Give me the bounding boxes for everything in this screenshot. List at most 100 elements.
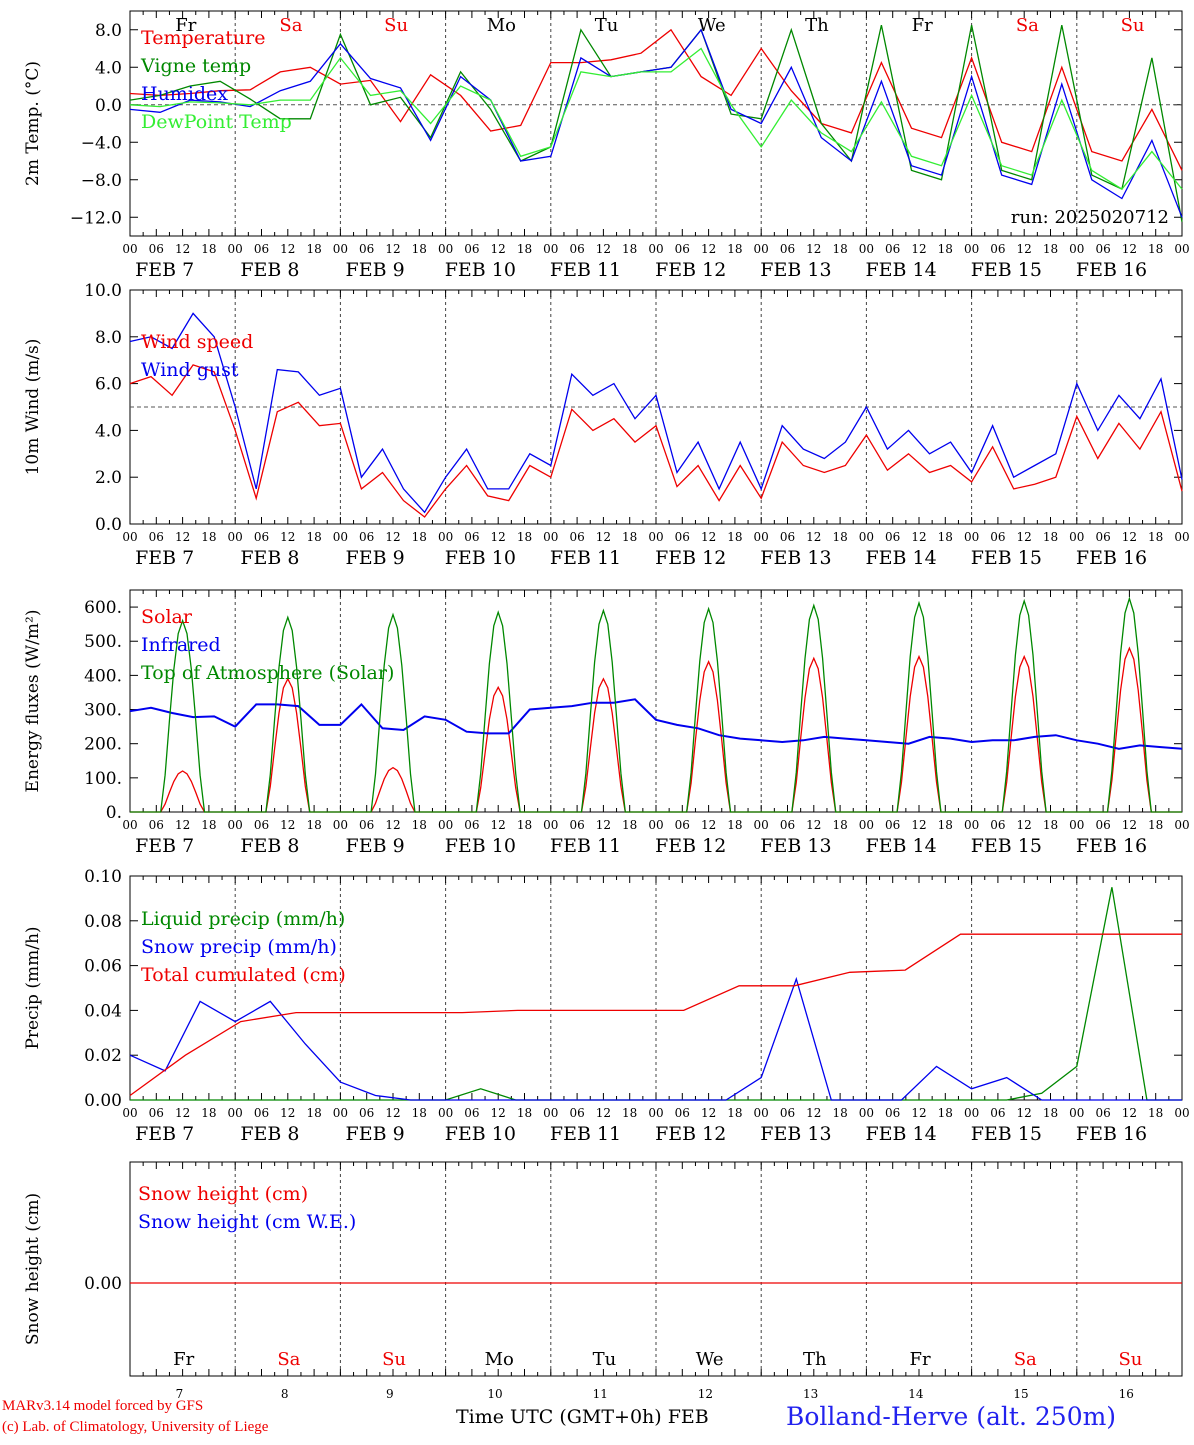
hour-tick-label: 18 — [1148, 818, 1163, 832]
y-tick-label: −12.0 — [70, 208, 122, 228]
date-label: FEB 13 — [760, 835, 831, 857]
hour-tick-label: 00 — [1069, 242, 1084, 256]
hour-tick-label: 18 — [412, 1106, 427, 1120]
hour-tick-label: 00 — [122, 242, 137, 256]
hour-tick-label: 06 — [885, 1106, 900, 1120]
hour-tick-label: 06 — [569, 818, 584, 832]
hour-tick-label: 18 — [622, 1106, 637, 1120]
y-tick-label: 100. — [84, 769, 122, 789]
hour-tick-label: 18 — [1043, 530, 1058, 544]
hour-tick-label: 18 — [1043, 242, 1058, 256]
day-name-top: Su — [384, 15, 408, 36]
hour-tick-label: 18 — [412, 818, 427, 832]
hour-tick-label: 18 — [938, 242, 953, 256]
hour-tick-label: 00 — [333, 1106, 348, 1120]
day-name-bottom: We — [696, 1349, 724, 1370]
legend-entry: Total cumulated (cm) — [141, 964, 346, 986]
legend-entry: Temperature — [141, 27, 265, 49]
hour-tick-label: 18 — [938, 1106, 953, 1120]
hour-tick-label: 12 — [491, 242, 506, 256]
hour-tick-label: 18 — [201, 818, 216, 832]
hour-tick-label: 00 — [648, 818, 663, 832]
hour-tick-label: 12 — [1017, 818, 1032, 832]
hour-tick-label: 18 — [517, 530, 532, 544]
day-name-bottom: Sa — [277, 1349, 300, 1370]
hour-tick-label: 00 — [648, 530, 663, 544]
hour-tick-label: 18 — [412, 242, 427, 256]
hour-tick-label: 12 — [1122, 242, 1137, 256]
hour-tick-label: 06 — [675, 530, 690, 544]
hour-tick-label: 06 — [990, 530, 1005, 544]
day-name-top: Sa — [279, 15, 302, 36]
hour-tick-label: 12 — [385, 1106, 400, 1120]
hour-tick-label: 06 — [149, 818, 164, 832]
hour-tick-label: 00 — [122, 530, 137, 544]
hour-tick-label: 18 — [1043, 818, 1058, 832]
day-number-label: 14 — [908, 1387, 924, 1401]
hour-tick-label: 12 — [491, 1106, 506, 1120]
hour-tick-label: 12 — [911, 1106, 926, 1120]
y-axis-label: 2m Temp. (°C) — [23, 61, 43, 186]
hour-tick-label: 00 — [228, 1106, 243, 1120]
hour-tick-label: 00 — [859, 242, 874, 256]
legend-entry: Wind gust — [141, 359, 239, 381]
hour-tick-label: 18 — [1148, 1106, 1163, 1120]
hour-tick-label: 06 — [254, 1106, 269, 1120]
hour-tick-label: 18 — [201, 1106, 216, 1120]
day-name-top: Fr — [175, 15, 196, 36]
hour-tick-label: 12 — [175, 1106, 190, 1120]
legend-entry: Vigne temp — [140, 55, 251, 77]
date-label: FEB 13 — [760, 259, 831, 281]
hour-tick-label: 18 — [832, 1106, 847, 1120]
hour-tick-label: 12 — [806, 1106, 821, 1120]
hour-tick-label: 12 — [385, 242, 400, 256]
hour-tick-label: 18 — [517, 242, 532, 256]
y-axis-label: Precip (mm/h) — [23, 926, 43, 1049]
hour-tick-label: 18 — [622, 530, 637, 544]
y-axis-label: Energy fluxes (W/m²) — [23, 610, 43, 793]
panel-1: 00 06 12 18 00 06 12 18 00 06 12 18 00 06 12 18 00 06 12 18… — [23, 10, 1190, 281]
run-label: run: 2025020712 — [1011, 207, 1169, 228]
day-name-bottom: Fr — [173, 1349, 194, 1370]
day-name-top: Mo — [487, 15, 516, 36]
date-label: FEB 11 — [550, 547, 621, 569]
day-name-top: Fr — [912, 15, 933, 36]
hour-tick-label: 06 — [464, 530, 479, 544]
total-cumulated-cm-line — [129, 933, 1182, 1097]
hour-tick-label: 00 — [333, 242, 348, 256]
day-name-top: Tu — [595, 15, 619, 36]
panel-2: 00 06 12 18 00 06 12 18 00 06 12 18 00 06 12 18 00 06 12 18… — [23, 281, 1190, 569]
y-tick-label: 0.06 — [84, 957, 122, 977]
hour-tick-label: 18 — [306, 242, 321, 256]
hour-tick-label: 12 — [806, 242, 821, 256]
day-name-bottom: Th — [803, 1349, 827, 1370]
hour-tick-label: 06 — [254, 818, 269, 832]
date-label: FEB 15 — [971, 259, 1042, 281]
day-name-bottom: Sa — [1014, 1349, 1037, 1370]
date-label: FEB 11 — [550, 835, 621, 857]
hour-tick-label: 12 — [280, 242, 295, 256]
date-label: FEB 16 — [1076, 835, 1147, 857]
day-name-top: We — [698, 15, 726, 36]
date-label: FEB 7 — [135, 835, 194, 857]
hour-tick-label: 12 — [385, 818, 400, 832]
hour-tick-label: 06 — [780, 242, 795, 256]
day-name-bottom: Su — [1118, 1349, 1142, 1370]
date-label: FEB 13 — [760, 1123, 831, 1145]
hour-tick-label: 06 — [149, 1106, 164, 1120]
hour-tick-label: 06 — [675, 1106, 690, 1120]
y-tick-label: 8.0 — [95, 328, 122, 348]
date-label: FEB 10 — [445, 1123, 516, 1145]
hour-tick-label: 00 — [228, 818, 243, 832]
hour-tick-label: 06 — [359, 1106, 374, 1120]
hour-tick-label: 00 — [1069, 818, 1084, 832]
panel-3: 00 06 12 18 00 06 12 18 00 06 12 18 00 06 12 18 00 06 12 18… — [23, 589, 1190, 857]
hour-tick-label: 18 — [832, 242, 847, 256]
hour-tick-label: 12 — [175, 242, 190, 256]
date-label: FEB 10 — [445, 547, 516, 569]
date-label: FEB 10 — [445, 259, 516, 281]
y-tick-label: 4.0 — [95, 58, 122, 78]
hour-tick-label: 06 — [359, 242, 374, 256]
